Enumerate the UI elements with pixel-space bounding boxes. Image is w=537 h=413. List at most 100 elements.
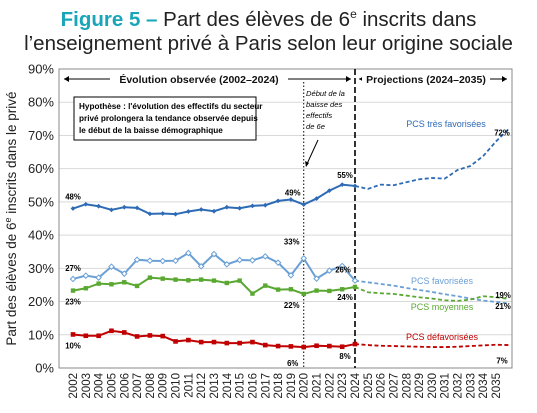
point-marker — [147, 211, 153, 217]
point-marker — [237, 340, 242, 346]
point-marker — [70, 288, 76, 293]
series-moyennes-projection — [354, 286, 509, 302]
point-marker — [288, 344, 294, 349]
point-marker — [173, 339, 178, 344]
hypothesis-line: le début de la baisse démographique — [79, 126, 223, 135]
hypothesis-line: privé prolongera la tendance observée de… — [79, 114, 258, 123]
point-marker — [211, 278, 217, 283]
x-axis-ticks: 2002 2003 2004 2005 2006 2007 2008 2009 2010 2011… — [68, 372, 503, 398]
point-marker — [249, 257, 256, 264]
observed-period-label: Évolution observée (2002–2024) — [119, 73, 278, 86]
point-marker — [122, 280, 127, 285]
baisse-note-line: de 6e — [306, 122, 325, 131]
point-marker — [83, 286, 89, 291]
data-label: 26% — [335, 266, 351, 275]
point-marker — [96, 203, 102, 209]
y-tick-label: 50% — [28, 194, 54, 209]
y-tick-label: 80% — [28, 95, 54, 110]
point-marker — [160, 211, 166, 216]
x-tick-label: 2021 — [312, 373, 324, 399]
point-marker — [263, 283, 268, 288]
x-tick-label: 2022 — [324, 373, 336, 399]
data-label: 19% — [495, 291, 511, 300]
title-line-2: l’enseignement privé à Paris selon leur … — [24, 32, 513, 55]
point-marker — [133, 256, 141, 264]
x-tick-label: 2019 — [286, 373, 298, 399]
point-marker — [352, 284, 358, 290]
point-marker — [120, 270, 128, 277]
data-label: 22% — [284, 301, 300, 310]
data-label: 23% — [65, 298, 81, 307]
data-label: 48% — [65, 193, 81, 202]
point-marker — [82, 272, 90, 279]
y-tick-label: 0% — [35, 361, 54, 376]
data-label: 55% — [337, 171, 353, 180]
point-marker — [224, 340, 230, 346]
title-superscript: e — [350, 7, 357, 21]
point-marker — [109, 207, 114, 213]
data-label: 49% — [285, 189, 301, 198]
x-tick-label: 2018 — [273, 373, 285, 399]
point-marker — [147, 333, 153, 338]
point-marker — [224, 280, 230, 286]
point-marker — [250, 291, 255, 296]
series-labels: PCS très favorisées PCS favorisées PCS moy… — [406, 119, 486, 342]
point-marker — [197, 263, 205, 270]
arrow-head-right — [502, 76, 507, 82]
point-marker — [327, 343, 332, 349]
point-marker — [314, 288, 319, 293]
point-marker — [314, 343, 319, 349]
title-text-1b: inscrits dans — [356, 8, 477, 31]
arrow-head-left — [64, 76, 69, 82]
point-marker — [262, 202, 268, 208]
data-label: 6% — [287, 359, 298, 368]
point-marker — [301, 202, 307, 207]
point-marker — [261, 253, 269, 260]
point-marker — [250, 203, 255, 209]
point-marker — [237, 278, 242, 283]
point-marker — [198, 277, 204, 282]
x-tick-label: 2033 — [465, 373, 477, 399]
point-marker — [275, 287, 281, 292]
point-marker — [224, 204, 230, 210]
point-marker — [160, 276, 165, 281]
point-marker — [223, 261, 231, 268]
y-tick-label: 10% — [28, 327, 54, 342]
point-marker — [287, 272, 295, 279]
point-marker — [146, 257, 154, 264]
y-axis-ticks: 0% 10% 20% 30% 40% 50% 60% 70% 80% 90% — [28, 62, 54, 376]
pointer-head — [305, 161, 309, 167]
point-marker — [108, 263, 115, 270]
point-marker — [96, 333, 101, 339]
point-marker — [185, 249, 192, 257]
y-tick-label: 30% — [28, 261, 54, 276]
x-tick-label: 2005 — [106, 373, 118, 399]
figure-title: Figure 5 – Part des élèves de 6e inscrit… — [0, 2, 537, 56]
point-marker — [352, 183, 358, 189]
x-tick-label: 2020 — [299, 373, 311, 399]
ylabel-part: Part des élèves de 6 — [4, 223, 19, 346]
point-marker — [326, 188, 332, 193]
x-tick-label: 2006 — [119, 373, 131, 399]
x-tick-label: 2010 — [171, 373, 183, 399]
point-marker — [109, 328, 114, 334]
point-marker — [134, 205, 140, 211]
x-tick-label: 2028 — [401, 373, 413, 399]
point-marker — [262, 342, 268, 348]
baisse-note-line: effectifs — [306, 111, 332, 120]
x-tick-label: 2025 — [363, 373, 375, 399]
x-tick-label: 2017 — [260, 373, 272, 399]
plot-frame — [58, 68, 513, 369]
point-marker — [339, 182, 345, 188]
x-tick-label: 2034 — [478, 372, 490, 398]
point-marker — [300, 255, 308, 262]
title-text-1: Part des élèves de 6 — [163, 8, 351, 31]
point-marker — [198, 339, 204, 345]
point-marker — [288, 197, 294, 202]
point-marker — [275, 198, 281, 204]
x-tick-label: 2003 — [81, 373, 93, 399]
x-tick-label: 2015 — [235, 373, 247, 399]
y-tick-label: 70% — [28, 128, 54, 143]
point-marker — [338, 262, 346, 270]
point-marker — [159, 257, 167, 265]
